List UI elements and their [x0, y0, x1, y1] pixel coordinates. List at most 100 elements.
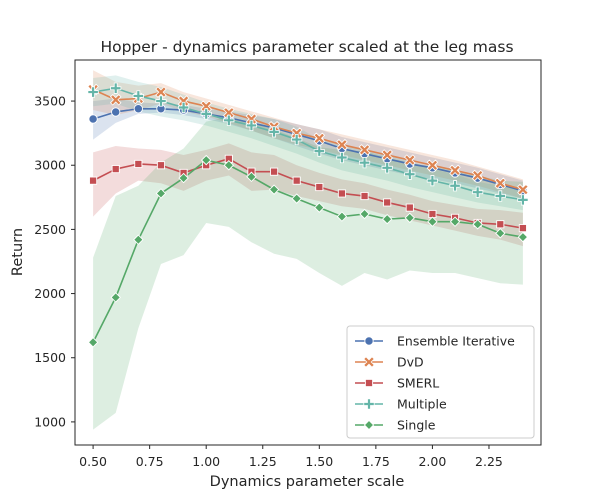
dvd-band — [93, 70, 523, 199]
y-tick-label: 1500 — [34, 350, 66, 365]
x-tick-label: 1.25 — [249, 454, 277, 469]
legend-box — [346, 325, 535, 439]
smerl-point — [518, 224, 527, 233]
smerl-point — [360, 191, 369, 201]
multiple-point — [313, 145, 325, 157]
multiple-point — [494, 190, 506, 202]
smerl-point — [383, 198, 392, 207]
x-tick-label: 0.50 — [79, 454, 107, 469]
single-point — [87, 337, 99, 348]
multiple-legend-marker — [363, 398, 375, 410]
legend: Ensemble Iterative DvD SMERL Multiple Single — [346, 325, 535, 439]
smerl-point — [89, 176, 98, 185]
dvd-point — [313, 132, 326, 145]
smerl-band — [93, 143, 523, 247]
chart-title: Hopper - dynamics parameter scaled at th… — [100, 38, 513, 56]
multiple-legend-label: Multiple — [397, 397, 447, 412]
ensemble-iterative-point — [88, 114, 98, 124]
single-point — [200, 154, 212, 166]
ensemble-iterative-legend-marker — [364, 336, 374, 346]
single-point — [314, 202, 325, 213]
single-point — [427, 216, 438, 227]
x-tick-label: 0.75 — [136, 454, 164, 469]
single-point — [449, 216, 461, 227]
x-tick-label: 1.75 — [362, 454, 390, 469]
y-tick-label: 3000 — [34, 158, 66, 173]
smerl-point — [292, 176, 301, 185]
single-point — [404, 212, 416, 224]
x-tick-label: 2.00 — [418, 454, 446, 469]
ensemble-iterative-point — [133, 104, 143, 114]
smerl-point — [134, 159, 143, 169]
smerl-point — [496, 220, 505, 229]
smerl-legend-marker — [364, 378, 374, 388]
single-point — [110, 292, 121, 303]
smerl-legend-label: SMERL — [397, 376, 439, 391]
smerl-point — [315, 182, 324, 192]
multiple-point — [245, 119, 258, 132]
multiple-point — [110, 82, 122, 94]
single-band — [93, 116, 523, 430]
multiple-point — [132, 90, 144, 102]
single-point — [178, 172, 189, 184]
single-point — [155, 188, 167, 199]
multiple-point — [426, 175, 439, 187]
single-legend-label: Single — [397, 418, 436, 433]
smerl-point — [111, 165, 120, 174]
multiple-point — [200, 108, 212, 120]
single-point — [133, 234, 144, 245]
multiple-point — [358, 157, 371, 169]
dvd-point — [449, 164, 461, 177]
single-point — [517, 231, 529, 243]
multiple-point — [381, 162, 393, 174]
confidence-bands — [93, 70, 523, 430]
single-point — [336, 211, 348, 222]
multiple-point — [177, 101, 190, 114]
dvd-point — [426, 159, 439, 171]
dvd-point — [471, 169, 484, 182]
multiple-point — [517, 194, 529, 206]
multiple-point — [449, 180, 461, 192]
single-point — [268, 184, 280, 195]
multiple-point — [336, 151, 348, 164]
dvd-point — [109, 94, 122, 106]
multiple-point — [268, 126, 280, 138]
x-axis-ticks: 0.50 0.75 1.00 1.25 1.50 1.75 2.00 2.25 — [79, 445, 503, 469]
y-axis-ticks: 1000 1500 2000 2500 3000 3500 — [34, 94, 75, 429]
multiple-point — [87, 86, 99, 98]
multiple-point — [404, 168, 416, 180]
x-tick-label: 1.00 — [192, 454, 220, 469]
x-tick-label: 2.25 — [475, 454, 503, 469]
ensemble-iterative-legend-label: Ensemble Iterative — [397, 334, 515, 349]
smerl-point — [337, 189, 346, 198]
dvd-legend-label: DvD — [397, 355, 424, 370]
single-point — [472, 219, 483, 230]
multiple-point — [155, 95, 167, 107]
ensemble-iterative-point — [111, 107, 121, 117]
single-point — [223, 159, 235, 171]
y-tick-label: 2500 — [34, 222, 66, 237]
smerl-point — [405, 203, 414, 212]
single-point — [495, 228, 506, 239]
dvd-point — [517, 183, 529, 196]
dvd-point — [381, 149, 393, 161]
single-point — [291, 193, 302, 204]
y-tick-label: 1000 — [34, 414, 66, 429]
dvd-legend-marker — [363, 356, 375, 368]
multiple-point — [472, 186, 484, 198]
multiple-point — [223, 114, 235, 126]
y-axis-label: Return — [10, 228, 26, 276]
single-point — [246, 171, 257, 183]
y-tick-label: 2000 — [34, 286, 66, 301]
plot-frame — [74, 59, 542, 446]
single-point — [381, 213, 393, 225]
smerl-point — [156, 161, 166, 170]
dvd-point — [336, 138, 348, 151]
smerl-point — [270, 167, 279, 176]
ensemble-iterative-band — [93, 98, 523, 199]
single-legend-marker — [363, 419, 375, 431]
multiple-point — [291, 133, 303, 146]
x-tick-label: 1.50 — [305, 454, 333, 469]
dvd-point — [155, 86, 167, 98]
